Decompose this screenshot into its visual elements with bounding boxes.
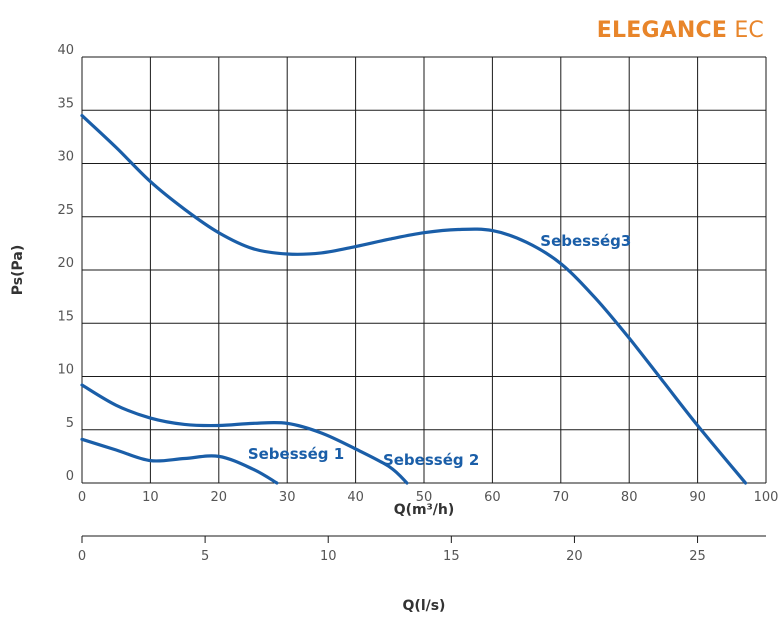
secondary-tick-label: 20 — [566, 549, 583, 564]
series-label-1: Sebesség 1 — [248, 445, 344, 463]
x-tick-label: 40 — [347, 490, 364, 505]
secondary-tick-label: 15 — [443, 549, 460, 564]
series-labels: Sebesség 1 Sebesség 2 Sebesség3 — [248, 232, 632, 469]
brand-suffix: EC — [734, 18, 764, 43]
y-tick-label: 10 — [57, 363, 74, 378]
secondary-tick-label: 25 — [689, 549, 706, 564]
x-tick-label: 90 — [689, 490, 706, 505]
y-tick-label: 15 — [57, 309, 74, 324]
secondary-axis-label: Q(l/s) — [403, 598, 446, 614]
series-curve-1 — [80, 437, 279, 485]
y-axis-label: Ps(Pa) — [10, 245, 26, 295]
x-tick-label: 70 — [553, 490, 570, 505]
y-tick-label: 25 — [57, 203, 74, 218]
y-tick-label: 35 — [57, 96, 74, 111]
brand-logo: ELEGANCE EC — [597, 18, 764, 43]
y-tick-label: 0 — [66, 469, 74, 484]
x-tick-label: 30 — [279, 490, 296, 505]
y-tick-label: 40 — [57, 43, 74, 58]
y-tick-label: 20 — [57, 256, 74, 271]
secondary-tick-label: 0 — [78, 549, 86, 564]
series-curve-2 — [80, 383, 409, 485]
series-label-3: Sebesség3 — [540, 232, 631, 250]
curves — [80, 113, 748, 485]
x-tick-label: 80 — [621, 490, 638, 505]
x-tick-label: 10 — [142, 490, 159, 505]
secondary-tick-label: 5 — [201, 549, 209, 564]
tick-labels: 0 10 20 30 40 50 60 70 80 90 100 0 5 10 15 20 25 30 35 40 — [57, 43, 778, 505]
x-axis-label: Q(m³/h) — [394, 502, 455, 518]
secondary-axis: 0 5 10 15 20 25 — [78, 535, 766, 564]
brand-name: ELEGANCE — [596, 18, 728, 43]
series-label-2: Sebesség 2 — [383, 451, 479, 469]
y-tick-label: 30 — [57, 150, 74, 165]
x-tick-label: 20 — [211, 490, 228, 505]
x-tick-label: 50 — [416, 490, 433, 505]
grid — [81, 56, 767, 484]
x-tick-label: 100 — [754, 490, 779, 505]
y-tick-label: 5 — [66, 416, 74, 431]
secondary-tick-label: 10 — [320, 549, 337, 564]
x-tick-label: 60 — [484, 490, 501, 505]
x-tick-label: 0 — [78, 490, 86, 505]
series-curve-3 — [80, 113, 748, 485]
